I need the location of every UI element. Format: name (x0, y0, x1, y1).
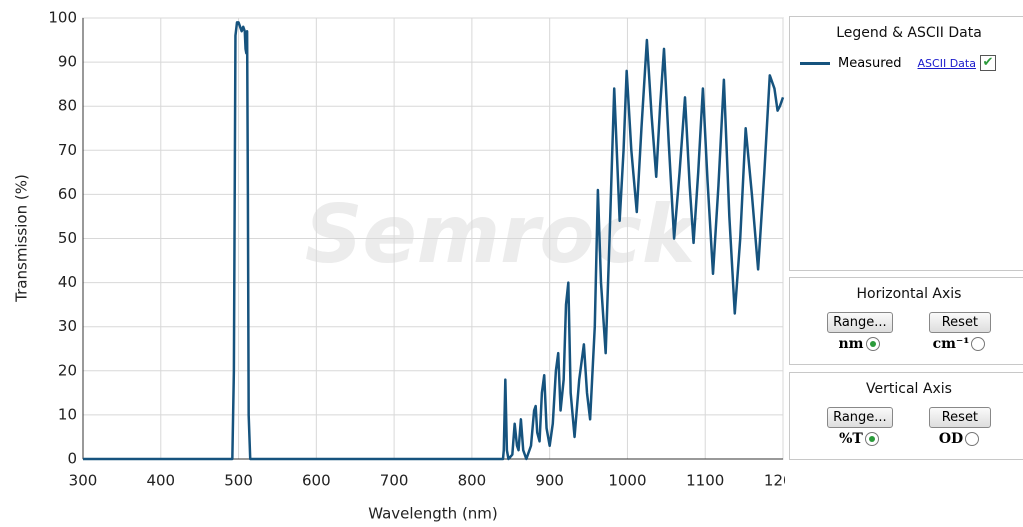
radio-label: cm⁻¹ (932, 336, 970, 352)
horizontal-axis-panel: Horizontal Axis Range... Reset nm cm⁻¹ (789, 277, 1023, 365)
radio-option[interactable]: %T (829, 431, 889, 447)
x-tick-label: 400 (146, 472, 175, 490)
x-tick-label: 900 (535, 472, 564, 490)
legend-entry: Measured ASCII Data ✔ (800, 55, 1023, 71)
reset-button[interactable]: Reset (928, 312, 991, 333)
x-tick-label: 1200 (764, 472, 785, 490)
radio[interactable] (864, 432, 879, 446)
y-tick-label: 20 (58, 361, 77, 379)
x-tick-label: 600 (302, 472, 331, 490)
radio[interactable] (971, 337, 986, 351)
range-button[interactable]: Range... (827, 407, 893, 428)
range-button[interactable]: Range... (827, 312, 893, 333)
x-tick-label: 300 (69, 472, 98, 490)
y-tick-label: 30 (58, 317, 77, 335)
x-tick-label: 800 (458, 472, 487, 490)
radio-option[interactable]: nm (829, 336, 889, 352)
radio[interactable] (865, 337, 880, 351)
panel-title: Horizontal Axis (856, 286, 962, 302)
legend-panel: Legend & ASCII Data Measured ASCII Data … (789, 16, 1023, 271)
y-tick-label: 80 (58, 97, 77, 115)
x-tick-label: 500 (224, 472, 253, 490)
radio-option[interactable]: cm⁻¹ (929, 336, 989, 352)
vertical-axis-panel: Vertical Axis Range... Reset %T OD (789, 372, 1023, 460)
checkbox[interactable]: ✔ (979, 55, 996, 71)
legend-swatch (800, 61, 830, 65)
y-tick-label: 70 (58, 141, 77, 159)
data-line (83, 21, 785, 461)
y-tick-label: 60 (58, 185, 77, 203)
y-tick-label: 40 (58, 273, 77, 291)
legend-label: Measured (838, 55, 902, 71)
chart: Semrock Wavelength (nm) Transmission (%)… (13, 9, 786, 523)
x-axis-label: Wavelength (nm) (368, 505, 498, 523)
radio-label: %T (839, 431, 863, 447)
x-tick-label: 1100 (686, 472, 724, 490)
radio-option[interactable]: OD (929, 431, 989, 447)
panel-title: Vertical Axis (866, 381, 952, 397)
ascii-link[interactable]: ASCII Data (917, 56, 976, 70)
y-tick-label: 0 (67, 450, 77, 468)
x-tick-label: 1000 (608, 472, 646, 490)
y-tick-label: 50 (58, 229, 77, 247)
panel-title: Legend & ASCII Data (836, 25, 982, 41)
radio-label: nm (838, 336, 864, 352)
y-tick-label: 100 (48, 9, 77, 27)
reset-button[interactable]: Reset (928, 407, 991, 428)
radio[interactable] (965, 432, 980, 446)
y-axis-label: Transmission (%) (13, 174, 31, 303)
x-tick-label: 700 (380, 472, 409, 490)
y-tick-label: 10 (58, 405, 77, 423)
watermark: Semrock (305, 188, 700, 281)
y-tick-label: 90 (58, 53, 77, 71)
radio-label: OD (938, 431, 964, 447)
